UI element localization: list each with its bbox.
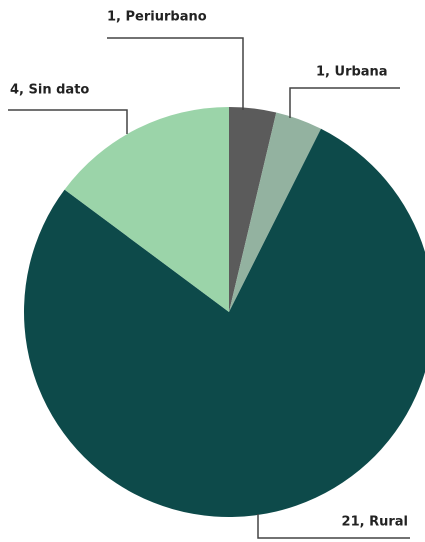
pie-slice	[229, 107, 277, 312]
slice-label: 1, Urbana	[316, 65, 388, 80]
pie-slice	[229, 112, 322, 312]
slice-label: 4, Sin dato	[10, 83, 89, 98]
leader-line	[8, 109, 128, 134]
slice-label: 1, Periurbano	[107, 10, 207, 25]
leader-line	[289, 87, 400, 118]
pie-slice	[23, 128, 425, 517]
slice-label: 21, Rural	[342, 515, 408, 530]
pie-slice	[64, 106, 229, 312]
leader-line	[257, 514, 410, 539]
leader-line	[107, 37, 244, 110]
